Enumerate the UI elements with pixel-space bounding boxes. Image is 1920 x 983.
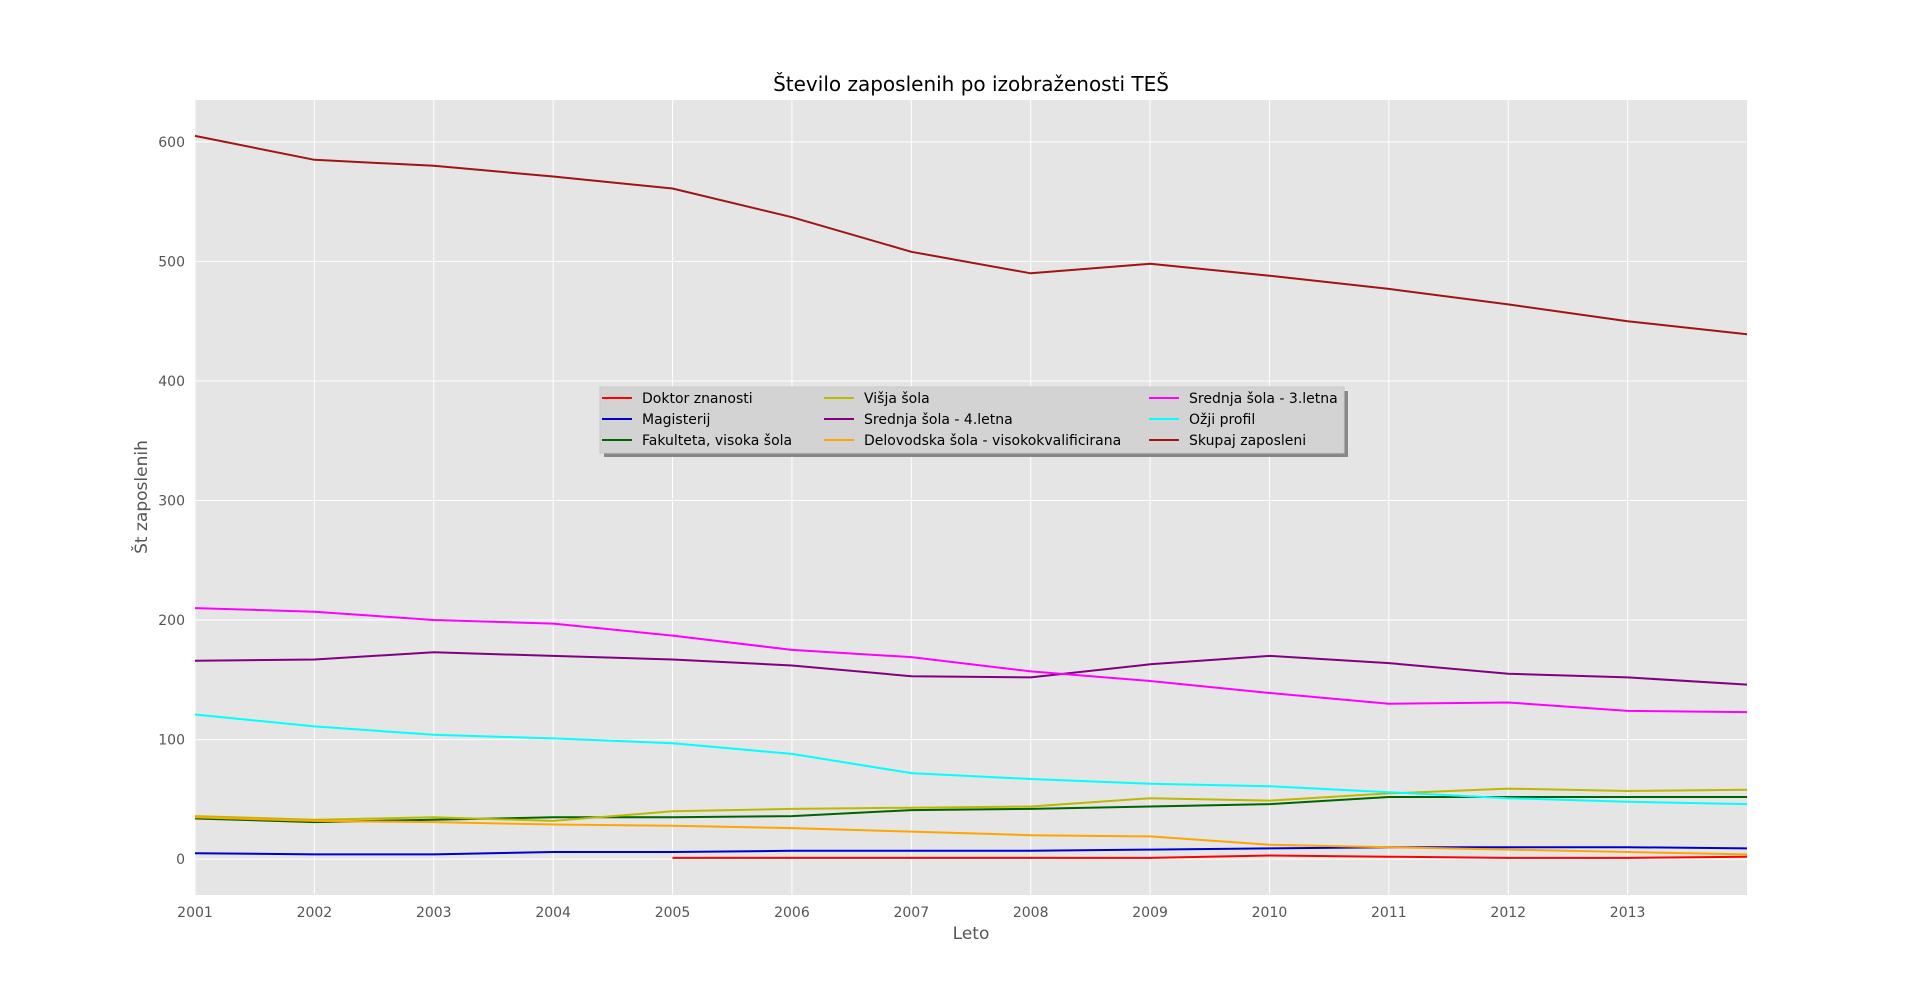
x-tick-label: 2002 xyxy=(297,905,333,921)
x-tick-labels: 2001 2002 2003 2004 2005 2006 2007 2008 2009 2010… xyxy=(177,905,1645,921)
x-tick-label: 2005 xyxy=(655,905,691,921)
y-tick-label: 200 xyxy=(158,613,185,629)
x-tick-label: 2008 xyxy=(1013,905,1049,921)
legend-entry: Doktor znanosti xyxy=(642,391,753,407)
x-tick-label: 2003 xyxy=(416,905,452,921)
x-tick-label: 2011 xyxy=(1371,905,1407,921)
series-line-srednja-sola-3-letna xyxy=(194,607,1748,714)
legend-entry: Srednja šola - 4.letna xyxy=(864,412,1013,428)
y-tick-label: 600 xyxy=(158,135,185,151)
series-line-srednja-sola-4-letna xyxy=(194,651,1748,686)
y-axis-label: Št zaposlenih xyxy=(130,440,152,554)
legend: Doktor znanosti Magisterij Fakulteta, viso… xyxy=(599,386,1348,457)
x-tick-label: 2004 xyxy=(535,905,571,921)
y-tick-label: 500 xyxy=(158,254,185,270)
series-line-skupaj-zaposleni xyxy=(194,134,1748,336)
x-axis-label: Leto xyxy=(953,924,990,944)
y-tick-label: 400 xyxy=(158,374,185,390)
y-tick-label: 0 xyxy=(176,852,185,868)
x-tick-label: 2010 xyxy=(1252,905,1288,921)
series-line-doktor-znanosti xyxy=(672,854,1748,859)
grid xyxy=(194,100,1747,895)
series-line-visja-sola xyxy=(194,787,1748,822)
x-tick-label: 2013 xyxy=(1610,905,1646,921)
legend-entry: Višja šola xyxy=(864,391,930,407)
legend-entry: Delovodska šola - visokokvalificirana xyxy=(864,433,1121,449)
x-tick-label: 2006 xyxy=(774,905,810,921)
legend-box xyxy=(599,386,1345,454)
series-line-magisterij xyxy=(194,846,1748,856)
x-tick-label: 2009 xyxy=(1132,905,1168,921)
series-line-ozji-profil xyxy=(194,713,1748,806)
series-layer xyxy=(194,134,1748,859)
y-tick-labels: 0 100 200 300 400 500 600 xyxy=(158,135,185,868)
series-line-delovodska-sola-visokokvalificirana xyxy=(194,816,1748,856)
legend-entry: Fakulteta, visoka šola xyxy=(642,433,792,449)
y-tick-label: 100 xyxy=(158,733,185,749)
x-tick-label: 2012 xyxy=(1490,905,1526,921)
x-tick-label: 2007 xyxy=(893,905,929,921)
legend-entry: Skupaj zaposleni xyxy=(1189,433,1306,449)
legend-entry: Srednja šola - 3.letna xyxy=(1189,391,1338,407)
x-tick-label: 2001 xyxy=(177,905,213,921)
chart-title: Število zaposlenih po izobraženosti TEŠ xyxy=(773,72,1169,96)
legend-entry: Ožji profil xyxy=(1189,412,1255,428)
plot-background xyxy=(195,100,1747,895)
y-tick-label: 300 xyxy=(158,493,185,509)
legend-entry: Magisterij xyxy=(642,412,710,428)
